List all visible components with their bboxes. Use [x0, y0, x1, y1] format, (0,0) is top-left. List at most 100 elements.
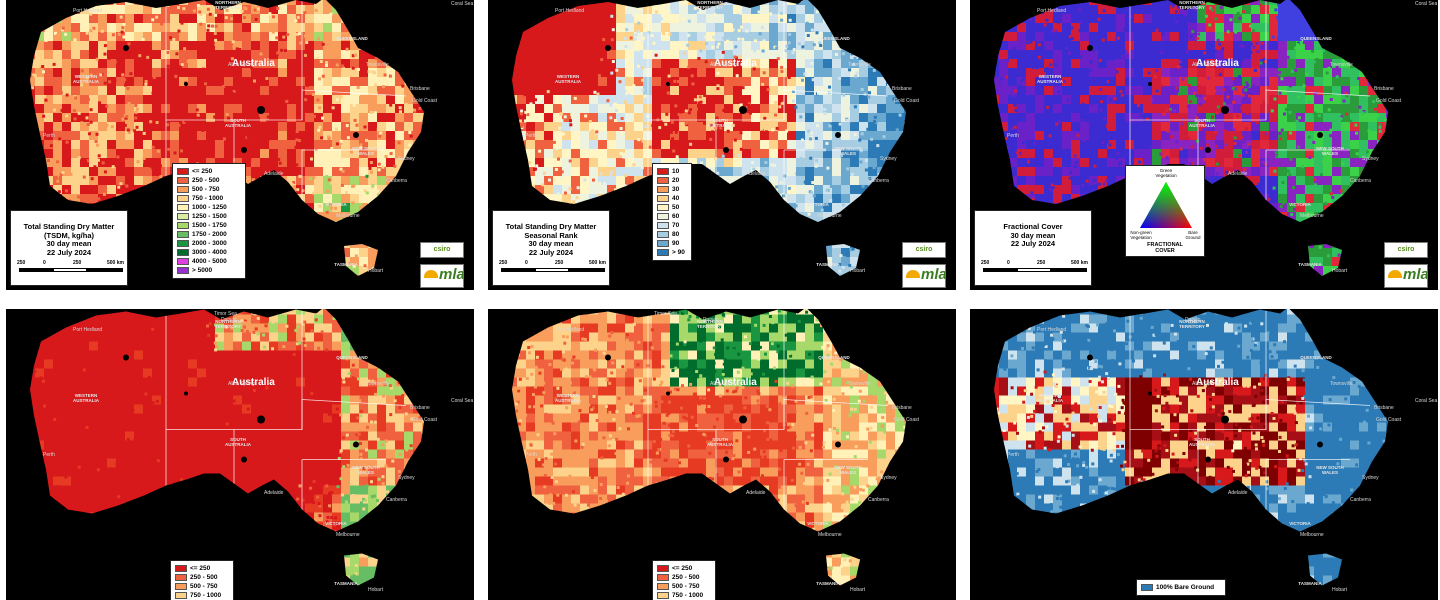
- legend-swatch: [175, 592, 187, 599]
- legend-swatch: [175, 583, 187, 590]
- legend-swatch: [657, 592, 669, 599]
- sea-label: Timor Sea: [654, 311, 677, 317]
- city-label: Sydney: [880, 475, 897, 481]
- state-label: TASMANIA: [816, 581, 840, 586]
- mla-logo: mla: [902, 264, 946, 288]
- city-label: Melbourne: [336, 532, 360, 538]
- legend: <= 250 250 - 500 500 - 750 750 - 1000: [652, 560, 716, 600]
- legend-swatch: [175, 565, 187, 572]
- sea-label: Coral Sea: [451, 398, 474, 404]
- state-label: TASMANIA: [334, 581, 358, 586]
- state-label: QUEENSLAND: [336, 36, 368, 41]
- city-label: Townsville: [366, 62, 389, 68]
- state-label: WESTERN AUSTRALIA: [1037, 393, 1063, 403]
- legend-label: 4000 - 5000: [192, 258, 227, 265]
- legend-item: > 5000: [177, 266, 241, 275]
- city-label: Adelaide: [264, 171, 284, 177]
- city-label: Perth: [43, 452, 55, 458]
- legend-label: 1750 - 2000: [192, 231, 227, 238]
- legend-label: > 90: [672, 249, 685, 256]
- legend-swatch: [177, 204, 189, 211]
- state-label: SOUTH AUSTRALIA: [707, 437, 733, 447]
- fc-bare-label: Bare Ground: [1185, 230, 1201, 240]
- state-label: WESTERN AUSTRALIA: [73, 74, 99, 84]
- legend-swatch: [177, 168, 189, 175]
- legend-swatch: [1141, 584, 1153, 591]
- legend-swatch: [175, 574, 187, 581]
- legend-swatch: [177, 231, 189, 238]
- country-label: Australia: [232, 377, 275, 388]
- city-label: Hobart: [1332, 587, 1348, 593]
- state-label: NORTHERN TERRITORY: [1179, 0, 1205, 10]
- country-label: Australia: [232, 58, 275, 69]
- legend-label: 50: [672, 204, 680, 211]
- city-label: Hobart: [368, 268, 384, 274]
- legend-item: 70: [657, 221, 687, 230]
- state-label: TASMANIA: [1298, 581, 1322, 586]
- legend-label: 3000 - 4000: [192, 249, 227, 256]
- sea-label: Timor Sea: [214, 311, 237, 317]
- title-line: (TSDM, kg/ha): [44, 230, 94, 240]
- sea-label: Coral Sea: [1415, 398, 1438, 404]
- legend-label: 90: [672, 240, 680, 247]
- city-label: Brisbane: [892, 86, 912, 92]
- legend-swatch: [657, 213, 669, 220]
- city-label: Perth: [43, 133, 55, 139]
- city-label: Sydney: [398, 475, 415, 481]
- city-label: Darwin: [221, 317, 237, 323]
- legend-item: 750 - 1000: [177, 194, 241, 203]
- city-label: Brisbane: [1374, 86, 1394, 92]
- country-label: Australia: [714, 58, 757, 69]
- legend-item: 50: [657, 203, 687, 212]
- legend-swatch: [177, 258, 189, 265]
- city-label: Port Hedland: [73, 8, 103, 14]
- state-label: NEW SOUTH WALES: [834, 465, 862, 475]
- title-line: 22 July 2024: [528, 247, 574, 257]
- legend-swatch: [657, 168, 669, 175]
- scale-bar: 250 0 250 500 km: [17, 259, 124, 272]
- legend-label: 250 - 500: [672, 574, 700, 581]
- legend-item: 250 - 500: [175, 573, 229, 582]
- city-label: Port Hedland: [555, 327, 585, 333]
- city-label: Canberra: [1350, 178, 1371, 184]
- fc-triangle: [1140, 182, 1192, 228]
- state-label: VICTORIA: [807, 521, 829, 526]
- state-label: VICTORIA: [325, 202, 347, 207]
- legend-swatch: [657, 565, 669, 572]
- sea-label: Coral Sea: [1415, 1, 1438, 7]
- city-label: Sydney: [1362, 156, 1379, 162]
- state-label: QUEENSLAND: [818, 36, 850, 41]
- legend-label: 10: [672, 168, 680, 175]
- state-label: NEW SOUTH WALES: [834, 146, 862, 156]
- state-label: NORTHERN TERRITORY: [697, 0, 723, 10]
- fc-nongreen-label: Non-green Vegetation: [1130, 230, 1152, 240]
- city-label: Gold Coast: [412, 417, 438, 423]
- city-label: Gold Coast: [894, 417, 920, 423]
- city-label: Melbourne: [818, 213, 842, 219]
- legend-item: 1000 - 1250: [177, 203, 241, 212]
- state-label: NEW SOUTH WALES: [1316, 465, 1344, 475]
- map-title-box: Total Standing Dry Matter (TSDM, kg/ha) 30…: [10, 210, 128, 286]
- city-label: Adelaide: [264, 490, 284, 496]
- state-label: WESTERN AUSTRALIA: [555, 393, 581, 403]
- legend-swatch: [177, 249, 189, 256]
- legend-label: 30: [672, 186, 680, 193]
- legend: 100% Bare Ground: [1136, 579, 1226, 596]
- state-label: QUEENSLAND: [818, 355, 850, 360]
- legend-swatch: [657, 177, 669, 184]
- city-label: Adelaide: [746, 490, 766, 496]
- state-label: VICTORIA: [325, 521, 347, 526]
- city-label: Hobart: [850, 268, 866, 274]
- legend-label: 80: [672, 231, 680, 238]
- legend-item: 1750 - 2000: [177, 230, 241, 239]
- city-label: Canberra: [868, 178, 889, 184]
- state-label: TASMANIA: [816, 262, 840, 267]
- map-panel-rank: Australia NORTHERN TERRITORY QUEENSLAND WES…: [488, 0, 956, 290]
- legend-label: 1500 - 1750: [192, 222, 227, 229]
- legend-item: <= 250: [657, 564, 711, 573]
- legend-item: 80: [657, 230, 687, 239]
- city-label: Melbourne: [1300, 532, 1324, 538]
- legend-label: 750 - 1000: [190, 592, 222, 599]
- legend-label: 20: [672, 177, 680, 184]
- state-label: SOUTH AUSTRALIA: [707, 118, 733, 128]
